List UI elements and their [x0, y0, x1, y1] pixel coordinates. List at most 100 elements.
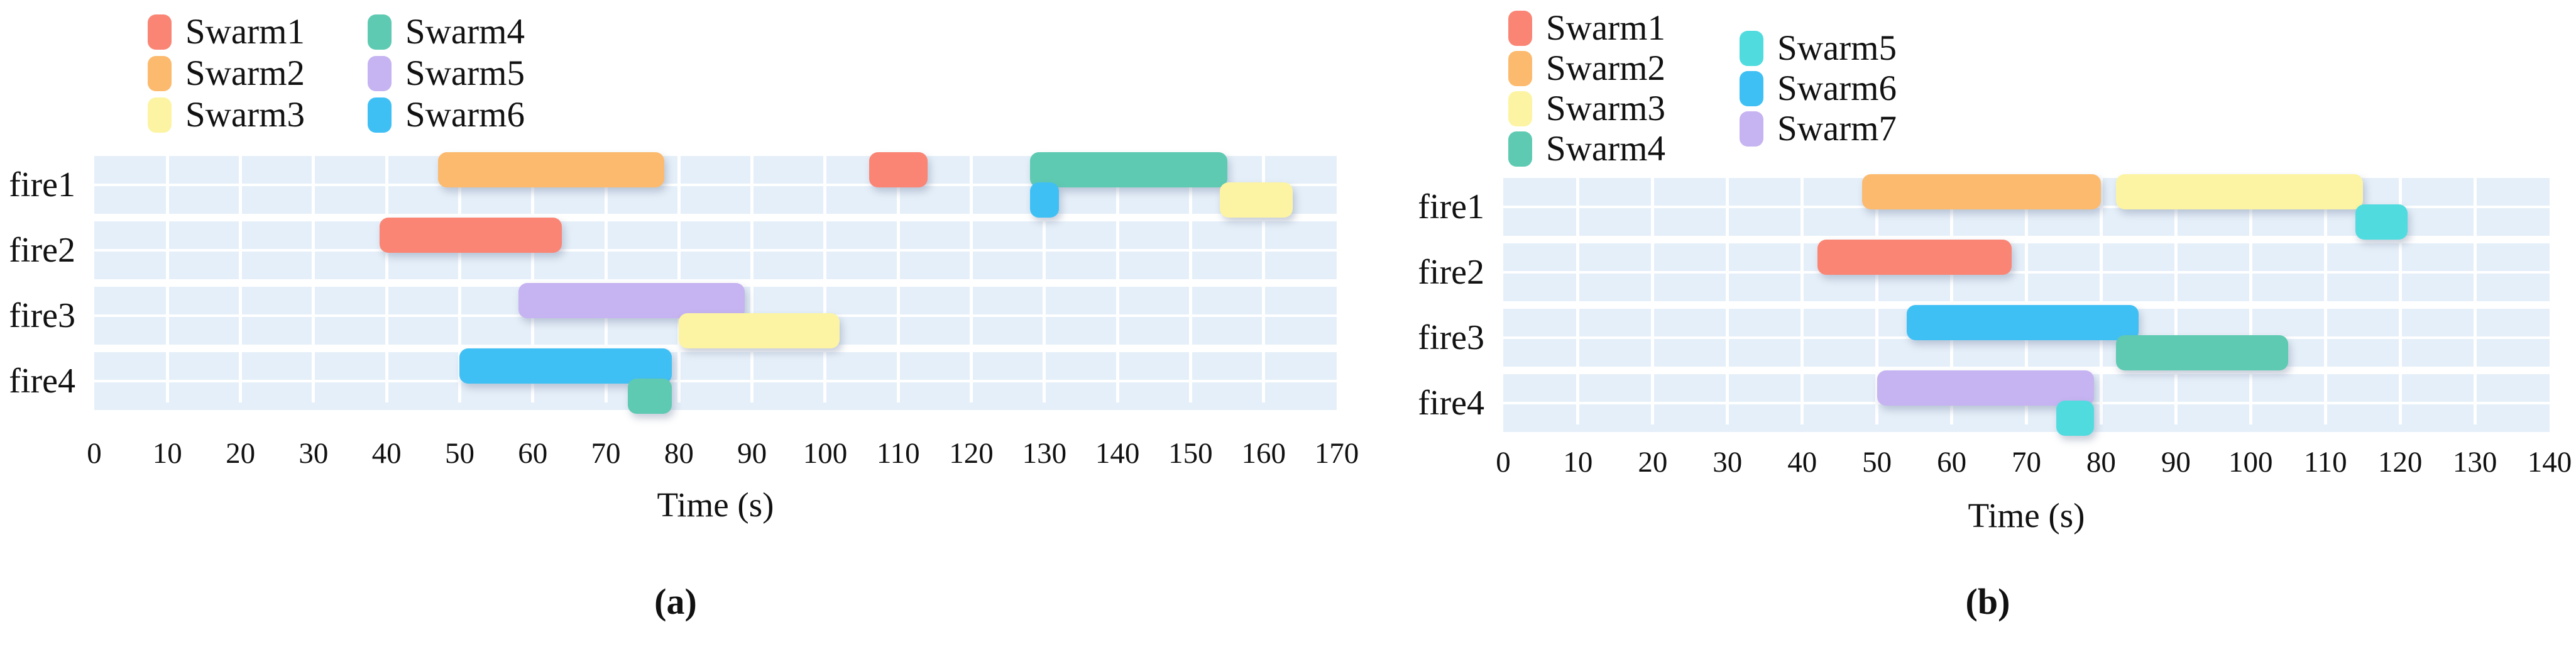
x-tick-label: 70 [591, 437, 621, 470]
gridline [1043, 156, 1046, 402]
x-tick-label: 50 [1862, 446, 1892, 479]
gridline [2249, 178, 2252, 424]
row-label-fire1: fire1 [1418, 187, 1484, 226]
gantt-bar-fire4-swarm7 [1877, 370, 2094, 406]
row-label-fire4: fire4 [9, 362, 75, 401]
x-tick-label: 60 [518, 437, 548, 470]
legend-swatch-swarm5 [1740, 30, 1763, 66]
legend-label: Swarm4 [1546, 129, 1665, 169]
x-tick-label: 140 [1095, 437, 1140, 470]
plot-band [94, 352, 1337, 380]
legend-item: Swarm6 [368, 97, 525, 133]
x-tick-label: 150 [1168, 437, 1213, 470]
gridline [2099, 178, 2103, 424]
gridline [970, 156, 973, 402]
x-tick-label: 170 [1314, 437, 1359, 470]
x-tick-label: 40 [1787, 446, 1817, 479]
legend-label: Swarm7 [1777, 109, 1897, 148]
legend-label: Swarm2 [185, 53, 305, 93]
legend-swatch-swarm6 [368, 97, 392, 133]
x-tick-label: 120 [949, 437, 994, 470]
caption-a: (a) [654, 581, 697, 622]
x-tick-label: 100 [803, 437, 848, 470]
legend-label: Swarm5 [405, 53, 525, 93]
legend-swatch-swarm6 [1740, 70, 1763, 106]
gantt-bar-fire3-swarm4 [2116, 335, 2288, 370]
legend-item: Swarm5 [368, 55, 525, 91]
x-tick-label: 10 [152, 437, 182, 470]
row-label-fire2: fire2 [9, 231, 75, 270]
x-tick-label: 160 [1241, 437, 1286, 470]
gridline [531, 156, 535, 402]
x-tick-label: 50 [444, 437, 474, 470]
legend-item: Swarm6 [1740, 70, 1897, 106]
gridline [2174, 178, 2178, 424]
x-tick-label: 60 [1937, 446, 1967, 479]
legend-swatch-swarm5 [368, 55, 392, 91]
legend-item: Swarm1 [1508, 10, 1665, 46]
legend-label: Swarm2 [1546, 48, 1665, 88]
x-tick-label: 100 [2228, 446, 2273, 479]
legend-item: Swarm4 [368, 14, 525, 50]
x-tick-label: 140 [2527, 446, 2572, 479]
x-tick-label: 90 [2161, 446, 2191, 479]
x-tick-label: 120 [2377, 446, 2423, 479]
legend-item: Swarm2 [1508, 50, 1665, 86]
x-tick-label: 30 [299, 437, 329, 470]
x-tick-label: 10 [1563, 446, 1593, 479]
gantt-bar-fire1-swarm6 [1029, 182, 1060, 218]
gridline [165, 156, 169, 402]
x-tick-label: 20 [226, 437, 256, 470]
gridline [2473, 178, 2477, 424]
legend-item: Swarm3 [148, 97, 305, 133]
gantt-bar-fire1-swarm5 [2355, 204, 2408, 240]
legend-label: Swarm5 [1777, 28, 1897, 68]
x-tick-label: 40 [371, 437, 402, 470]
legend-label: Swarm1 [1546, 8, 1665, 48]
gantt-bar-fire3-swarm5 [518, 283, 745, 318]
legend-item: Swarm2 [148, 55, 305, 91]
gridline [1651, 178, 1655, 424]
x-tick-label: 130 [1022, 437, 1067, 470]
gridline [458, 156, 461, 402]
plot-band [94, 186, 1337, 214]
gantt-bar-fire2-swarm1 [1817, 240, 2012, 275]
gridline [239, 156, 243, 402]
gridline [1188, 156, 1192, 402]
legend-label: Swarm6 [405, 95, 525, 135]
gridline [823, 156, 827, 402]
gridline [312, 156, 315, 402]
x-tick-label: 70 [2012, 446, 2041, 479]
x-axis-title-a: Time (s) [657, 485, 774, 524]
legend-item: Swarm3 [1508, 91, 1665, 126]
gantt-bar-fire1-swarm2 [1861, 174, 2102, 209]
legend-item: Swarm5 [1740, 30, 1897, 66]
legend-swatch-swarm3 [148, 97, 172, 133]
gantt-bar-fire1-swarm3 [1219, 182, 1293, 218]
gantt-bar-fire4-swarm5 [2056, 401, 2094, 436]
gantt-bar-fire3-swarm3 [679, 313, 840, 348]
gridline [604, 156, 608, 402]
legend-label: Swarm1 [185, 12, 305, 52]
gantt-bar-fire1-swarm2 [437, 152, 665, 187]
legend-label: Swarm3 [185, 95, 305, 135]
legend-swatch-swarm2 [1508, 50, 1532, 86]
legend-swatch-swarm7 [1740, 111, 1763, 147]
x-tick-label: 0 [87, 437, 102, 470]
x-tick-label: 0 [1496, 446, 1511, 479]
legend-label: Swarm4 [405, 12, 525, 52]
x-tick-label: 90 [737, 437, 767, 470]
gantt-bar-fire1-swarm4 [1029, 152, 1227, 187]
gridline [385, 156, 388, 402]
x-tick-label: 130 [2452, 446, 2497, 479]
x-tick-label: 30 [1713, 446, 1743, 479]
gridline [750, 156, 754, 402]
gantt-bar-fire4-swarm4 [627, 379, 672, 414]
plot-band [94, 252, 1337, 279]
gridline [1875, 178, 1879, 424]
row-label-fire3: fire3 [1418, 318, 1484, 357]
legend-item: Swarm4 [1508, 131, 1665, 167]
legend-swatch-swarm4 [1508, 131, 1532, 167]
gridline [1800, 178, 1804, 424]
